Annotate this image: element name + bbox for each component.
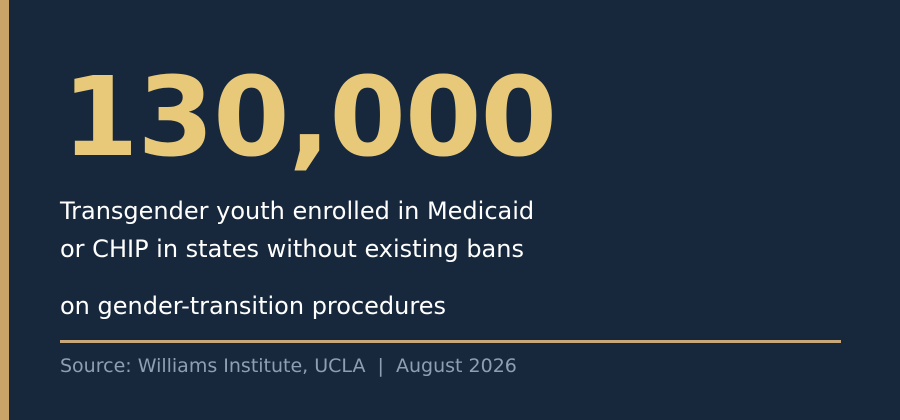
- stat-description: or CHIP in states without existing bans: [60, 235, 524, 263]
- divider: [60, 340, 841, 343]
- stat-value: 130,000: [62, 53, 557, 181]
- accent-stripe: [0, 0, 9, 420]
- source-note: Source: Williams Institute, UCLA | Augus…: [60, 355, 517, 377]
- stat-description: Transgender youth enrolled in Medicaid: [60, 197, 535, 225]
- stat-description: on gender-transition procedures: [60, 292, 446, 320]
